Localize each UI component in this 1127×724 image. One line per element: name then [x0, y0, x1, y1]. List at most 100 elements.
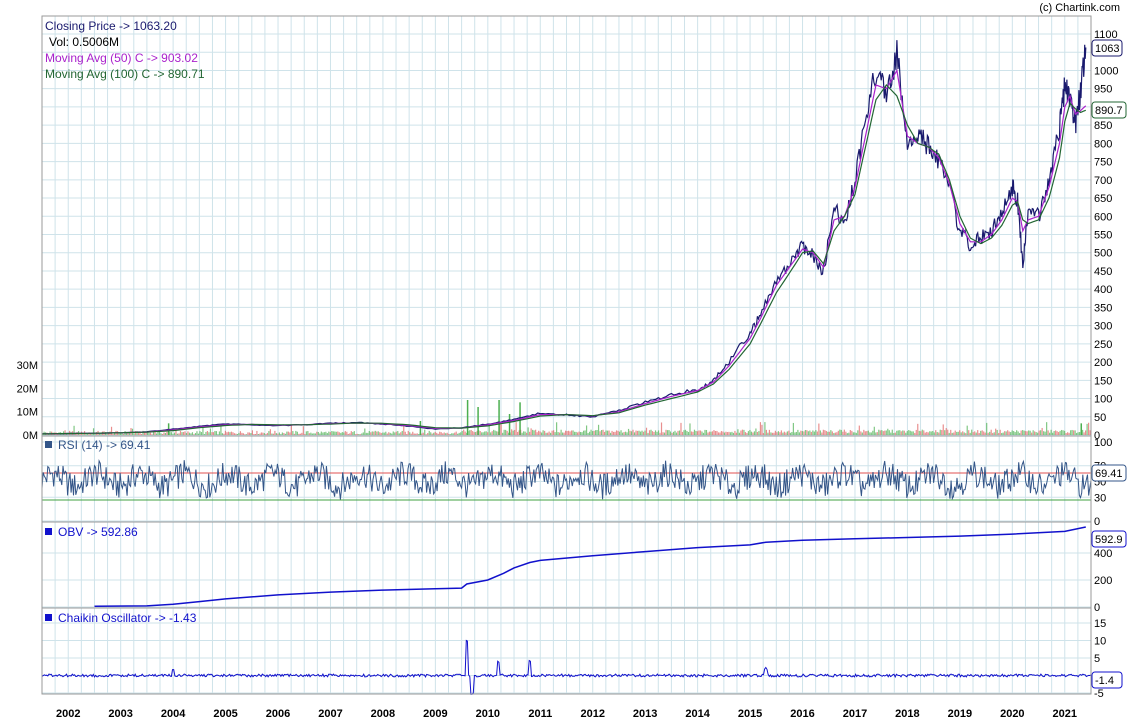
- volume-bar: [1008, 431, 1010, 435]
- volume-bar: [665, 429, 667, 435]
- volume-bar: [659, 432, 661, 435]
- volume-bar: [696, 431, 699, 435]
- volume-bar: [785, 432, 787, 435]
- volume-bar: [347, 433, 349, 435]
- volume-bar: [1023, 430, 1025, 435]
- volume-bar: [319, 433, 321, 435]
- volume-bar: [565, 430, 567, 435]
- volume-bar: [136, 430, 138, 435]
- volume-bar: [719, 432, 721, 435]
- volume-bar: [403, 425, 405, 435]
- volume-bar: [157, 431, 159, 435]
- volume-bar: [569, 431, 571, 435]
- volume-bar: [660, 422, 663, 435]
- volume-bar: [440, 432, 442, 435]
- volume-bar: [433, 432, 435, 435]
- volume-bar: [957, 431, 959, 435]
- volume-bar: [842, 431, 844, 435]
- volume-bar: [905, 432, 907, 435]
- chaikin-tick-label: 15: [1094, 618, 1106, 630]
- volume-bar: [635, 430, 637, 435]
- volume-bar: [896, 430, 898, 435]
- volume-bar: [1052, 432, 1054, 435]
- chaikin-tick-label: 10: [1094, 636, 1106, 648]
- volume-bar: [155, 433, 158, 435]
- volume-bar: [295, 430, 297, 435]
- rsi-axis-ticks: 0305070100: [1094, 437, 1112, 528]
- volume-bar: [446, 432, 448, 435]
- volume-bar: [560, 429, 562, 435]
- volume-bar: [178, 433, 180, 435]
- copyright-label: (c) Chartink.com: [1039, 2, 1120, 14]
- chaikin-grid: [41, 608, 1092, 694]
- price-last-tag: 1063: [1091, 39, 1123, 57]
- volume-bar: [990, 429, 992, 435]
- volume-bar: [1049, 432, 1051, 435]
- volume-bar: [989, 431, 991, 435]
- volume-bar: [1077, 432, 1079, 435]
- volume-bar: [734, 430, 736, 435]
- volume-bar: [650, 429, 652, 435]
- volume-bar: [325, 431, 327, 435]
- volume-bar: [1059, 430, 1061, 435]
- volume-bar: [379, 432, 381, 435]
- volume-bar: [460, 432, 462, 435]
- volume-bar: [962, 431, 964, 435]
- volume-bar: [292, 431, 294, 435]
- volume-bar: [821, 432, 823, 435]
- volume-bar: [945, 428, 947, 435]
- volume-bar: [792, 422, 794, 435]
- volume-bar: [941, 430, 943, 435]
- legend-volume: Vol: 0.5006M: [49, 35, 119, 49]
- volume-bar: [508, 432, 510, 435]
- legend-ma50: Moving Avg (50) C -> 903.02: [45, 51, 198, 65]
- volume-bar: [382, 432, 384, 435]
- volume-bar: [809, 430, 811, 435]
- volume-bar: [579, 431, 582, 435]
- volume-bar: [188, 432, 191, 435]
- volume-bar: [648, 430, 651, 435]
- volume-bar: [576, 432, 579, 435]
- rsi-legend-marker: [45, 441, 52, 448]
- volume-bar: [1086, 423, 1088, 435]
- volume-bar: [542, 430, 544, 435]
- volume-bar: [349, 433, 351, 435]
- volume-bar: [861, 432, 863, 435]
- volume-bar: [782, 432, 784, 435]
- price-tick-label: 1100: [1094, 29, 1118, 41]
- volume-bar: [807, 431, 809, 435]
- volume-bar: [1062, 430, 1064, 435]
- volume-bar: [218, 431, 221, 435]
- volume-bar: [923, 430, 925, 435]
- volume-bar: [280, 434, 282, 435]
- volume-bar: [828, 431, 830, 435]
- volume-bar: [479, 431, 481, 435]
- volume-bar: [884, 430, 886, 435]
- x-tick-label: 2012: [580, 708, 604, 720]
- volume-bar: [242, 433, 245, 435]
- volume-bar: [593, 430, 595, 435]
- volume-bar: [307, 431, 309, 435]
- volume-bar: [497, 431, 499, 435]
- volume-bar: [699, 430, 702, 435]
- volume-bar: [1016, 430, 1018, 435]
- volume-bar: [720, 431, 723, 435]
- volume-bar: [1002, 432, 1004, 435]
- volume-bar: [773, 432, 775, 435]
- volume-bar: [759, 422, 762, 435]
- volume-bar: [140, 434, 143, 435]
- volume-bar: [584, 430, 586, 435]
- volume-bar: [362, 432, 364, 435]
- volume-bar: [220, 425, 222, 435]
- volume-bar: [1043, 431, 1045, 435]
- volume-bar: [917, 423, 919, 435]
- volume-bar: [260, 432, 262, 435]
- volume-bar: [804, 429, 806, 435]
- volume-bar: [562, 432, 564, 435]
- volume-bar: [92, 428, 95, 435]
- volume-bar: [575, 431, 577, 435]
- volume-bar: [924, 432, 926, 435]
- volume-bar: [767, 432, 769, 435]
- volume-bar: [304, 433, 306, 435]
- volume-bar: [119, 433, 122, 435]
